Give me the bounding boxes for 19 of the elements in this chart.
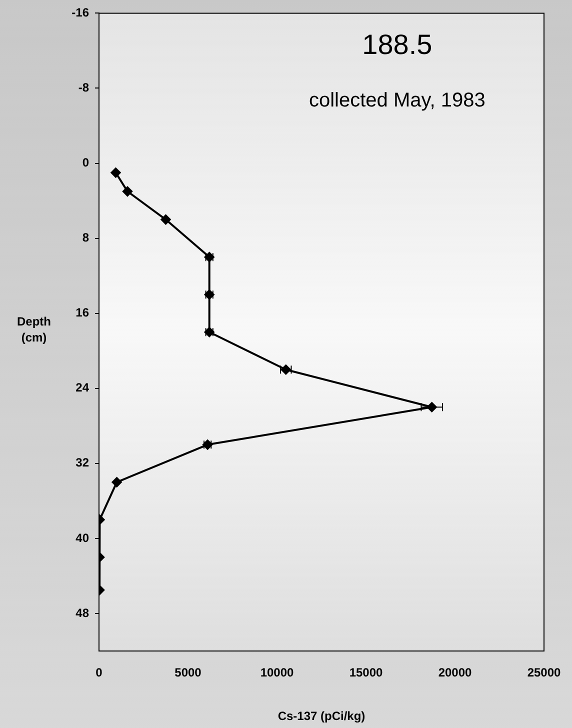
x-tick-label: 15000 xyxy=(349,666,384,680)
y-tick-label: 32 xyxy=(76,456,90,470)
text: 188.5 xyxy=(362,28,432,60)
y-tick-label: 48 xyxy=(76,606,90,620)
y-tick-label: 16 xyxy=(76,306,90,320)
y-axis-title: Depth (cm) xyxy=(17,314,51,344)
x-axis-title: Cs-137 (pCi/kg) xyxy=(278,709,366,724)
x-tick-label: 20000 xyxy=(438,666,472,680)
y-tick-label: 24 xyxy=(76,380,90,395)
x-tick-label: 5000 xyxy=(174,666,202,680)
y-tick-label: 8 xyxy=(82,230,90,245)
y-tick-label: -16 xyxy=(72,6,90,20)
y-tick-label: 40 xyxy=(76,530,90,545)
x-tick-label: 0 xyxy=(96,666,103,680)
y-tick-label: -8 xyxy=(78,80,90,95)
x-tick-label: 10000 xyxy=(260,666,294,680)
x-tick-label: 25000 xyxy=(527,666,562,680)
text: collected May, 1983 xyxy=(308,90,486,112)
y-tick-label: 0 xyxy=(82,156,90,170)
